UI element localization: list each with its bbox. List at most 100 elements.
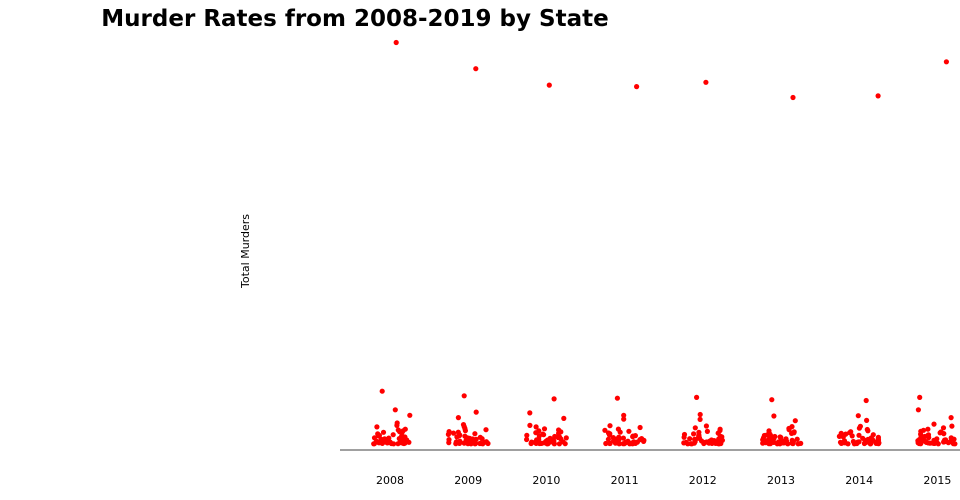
data-point[interactable] bbox=[845, 441, 851, 447]
data-point[interactable] bbox=[681, 434, 687, 440]
data-point[interactable] bbox=[462, 428, 468, 434]
data-point[interactable] bbox=[948, 415, 954, 421]
data-point[interactable] bbox=[687, 436, 693, 442]
data-point[interactable] bbox=[792, 418, 798, 424]
data-point[interactable] bbox=[709, 440, 715, 446]
data-point[interactable] bbox=[371, 435, 378, 441]
data-point[interactable] bbox=[867, 441, 873, 447]
data-point[interactable] bbox=[379, 440, 385, 446]
data-point[interactable] bbox=[691, 431, 697, 437]
data-point[interactable] bbox=[541, 432, 547, 438]
data-point[interactable] bbox=[851, 441, 858, 447]
data-point[interactable] bbox=[605, 436, 612, 442]
data-point[interactable] bbox=[634, 84, 640, 90]
data-point[interactable] bbox=[527, 410, 533, 416]
data-point[interactable] bbox=[620, 435, 627, 441]
data-point[interactable] bbox=[401, 440, 407, 447]
data-point[interactable] bbox=[926, 434, 932, 441]
data-point[interactable] bbox=[941, 439, 947, 445]
data-point[interactable] bbox=[621, 412, 627, 418]
data-point[interactable] bbox=[407, 412, 413, 418]
data-point[interactable] bbox=[537, 440, 543, 447]
data-point[interactable] bbox=[940, 425, 947, 431]
data-point[interactable] bbox=[561, 415, 567, 421]
data-point[interactable] bbox=[551, 396, 557, 402]
data-point[interactable] bbox=[617, 429, 623, 435]
data-point[interactable] bbox=[480, 441, 486, 447]
data-point[interactable] bbox=[450, 430, 457, 436]
data-point[interactable] bbox=[527, 422, 533, 428]
data-point[interactable] bbox=[456, 440, 463, 446]
data-point[interactable] bbox=[689, 441, 695, 447]
data-point[interactable] bbox=[528, 440, 534, 447]
data-point[interactable] bbox=[856, 425, 863, 431]
data-point[interactable] bbox=[562, 441, 568, 447]
data-point[interactable] bbox=[925, 426, 931, 432]
data-point[interactable] bbox=[915, 407, 922, 413]
data-point[interactable] bbox=[875, 441, 882, 447]
data-point[interactable] bbox=[445, 431, 451, 437]
data-point[interactable] bbox=[485, 440, 491, 447]
data-point[interactable] bbox=[468, 441, 474, 447]
data-point[interactable] bbox=[551, 441, 558, 447]
data-point[interactable] bbox=[453, 441, 459, 447]
data-point[interactable] bbox=[603, 440, 609, 447]
data-point[interactable] bbox=[701, 440, 707, 447]
data-point[interactable] bbox=[863, 397, 869, 404]
data-point[interactable] bbox=[931, 421, 937, 427]
data-point[interactable] bbox=[790, 440, 796, 447]
data-point[interactable] bbox=[760, 440, 766, 446]
data-point[interactable] bbox=[627, 441, 633, 447]
data-point[interactable] bbox=[949, 423, 955, 429]
data-point[interactable] bbox=[544, 441, 550, 447]
data-point[interactable] bbox=[943, 59, 950, 65]
data-point[interactable] bbox=[952, 441, 958, 447]
data-point[interactable] bbox=[394, 422, 400, 428]
data-point[interactable] bbox=[917, 394, 923, 400]
data-point[interactable] bbox=[374, 424, 380, 430]
data-point[interactable] bbox=[541, 426, 548, 432]
data-point[interactable] bbox=[766, 441, 772, 447]
data-point[interactable] bbox=[694, 394, 700, 400]
data-point[interactable] bbox=[607, 423, 613, 429]
data-point[interactable] bbox=[692, 425, 698, 431]
data-point[interactable] bbox=[390, 432, 396, 438]
data-point[interactable] bbox=[641, 438, 647, 444]
data-point[interactable] bbox=[533, 430, 539, 436]
data-point[interactable] bbox=[794, 436, 800, 442]
data-point[interactable] bbox=[606, 432, 613, 438]
data-point[interactable] bbox=[789, 430, 795, 436]
data-point[interactable] bbox=[616, 441, 622, 447]
data-point[interactable] bbox=[918, 441, 924, 447]
data-point[interactable] bbox=[533, 424, 539, 430]
data-point[interactable] bbox=[785, 441, 791, 447]
data-point[interactable] bbox=[546, 82, 552, 88]
data-point[interactable] bbox=[483, 427, 489, 433]
data-point[interactable] bbox=[614, 395, 621, 401]
data-point[interactable] bbox=[524, 436, 530, 443]
data-point[interactable] bbox=[777, 441, 783, 447]
data-point[interactable] bbox=[446, 440, 452, 446]
data-point[interactable] bbox=[602, 427, 608, 433]
data-point[interactable] bbox=[703, 79, 709, 85]
data-point[interactable] bbox=[473, 409, 479, 415]
data-point[interactable] bbox=[406, 439, 412, 445]
data-point[interactable] bbox=[607, 440, 613, 447]
data-point[interactable] bbox=[395, 441, 401, 447]
data-point[interactable] bbox=[935, 441, 941, 447]
data-point[interactable] bbox=[875, 93, 881, 99]
data-point[interactable] bbox=[524, 432, 530, 438]
data-point[interactable] bbox=[716, 441, 722, 447]
data-point[interactable] bbox=[472, 441, 478, 447]
data-point[interactable] bbox=[681, 440, 687, 446]
data-point[interactable] bbox=[556, 441, 563, 447]
data-point[interactable] bbox=[697, 416, 703, 422]
data-point[interactable] bbox=[392, 407, 398, 413]
data-point[interactable] bbox=[856, 432, 862, 438]
data-point[interactable] bbox=[786, 427, 792, 433]
data-point[interactable] bbox=[379, 388, 385, 394]
data-point[interactable] bbox=[461, 393, 467, 399]
data-point[interactable] bbox=[455, 415, 461, 421]
data-point[interactable] bbox=[951, 436, 957, 442]
data-point[interactable] bbox=[861, 440, 868, 447]
